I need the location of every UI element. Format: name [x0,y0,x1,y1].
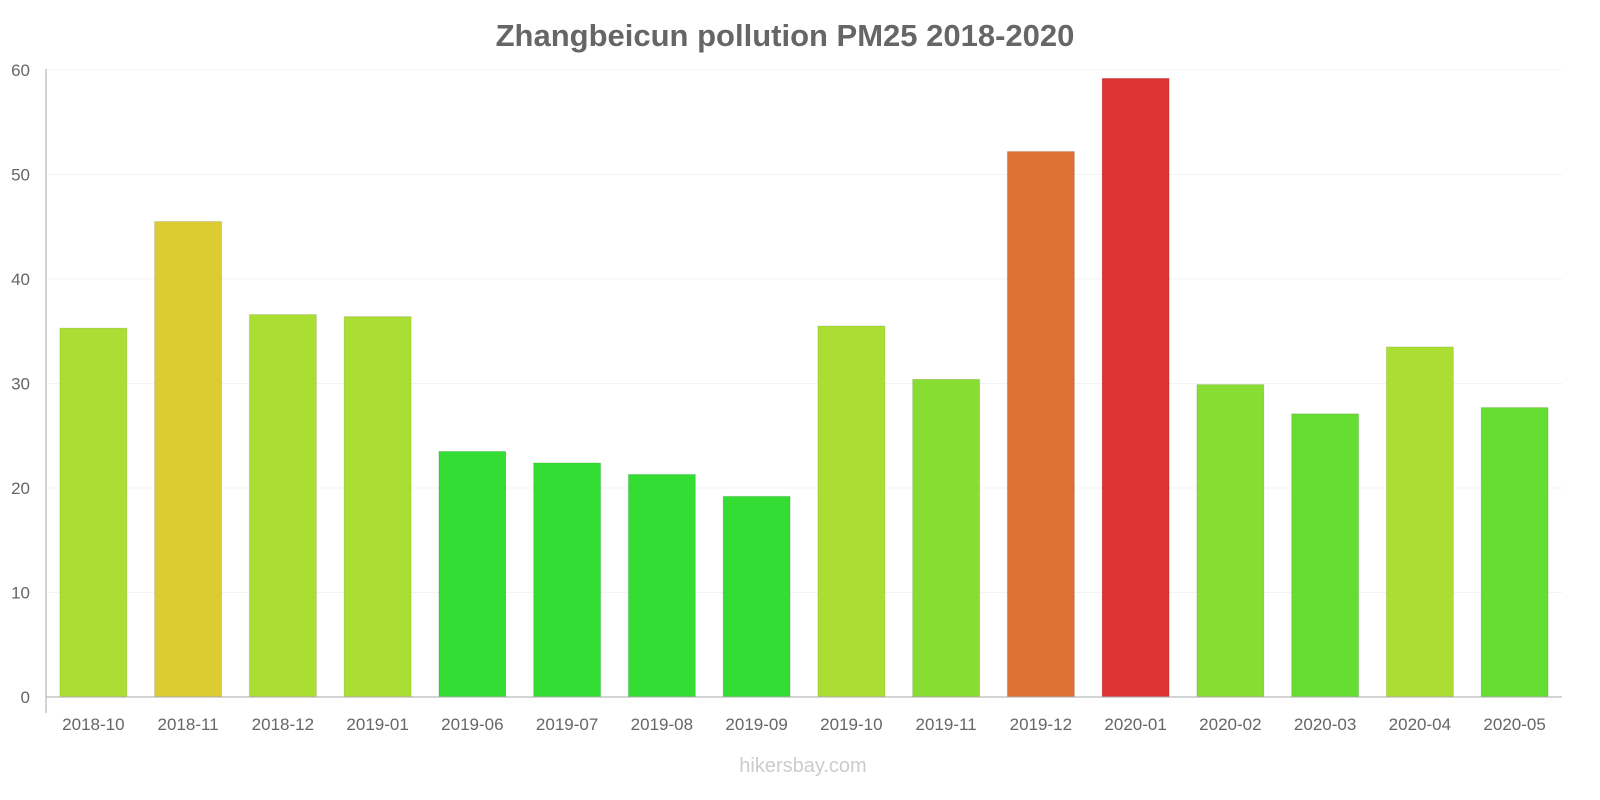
bar-2019-07[interactable] [533,462,602,698]
x-tick-label: 2018-11 [158,715,219,734]
x-tick-label: 2019-12 [1010,715,1072,734]
x-tick-label: 2019-10 [820,715,882,734]
x-tick-label: 2019-08 [631,715,693,734]
y-tick-label: 60 [11,61,30,80]
y-tick-label: 50 [11,166,30,185]
bar-2019-01[interactable] [343,316,412,698]
bar-2019-06[interactable] [438,450,507,698]
x-tick-label: 2019-01 [346,715,408,734]
y-tick-label: 30 [11,375,30,394]
y-tick-label: 10 [11,584,30,603]
y-tick-label: 20 [11,479,30,498]
x-tick-label: 2019-11 [916,715,977,734]
x-tick-label: 2020-03 [1294,715,1356,734]
bar-2020-04[interactable] [1385,346,1454,698]
x-tick-label: 2020-01 [1104,715,1166,734]
x-tick-label: 2019-07 [536,715,598,734]
x-tick-label: 2020-02 [1199,715,1261,734]
chart-title: Zhangbeicun pollution PM25 2018-2020 [496,18,1075,53]
bar-2019-11[interactable] [912,378,981,698]
y-tick-label: 40 [11,270,30,289]
bar-2019-09[interactable] [722,495,791,698]
bar-2018-10[interactable] [59,327,128,698]
bar-2020-02[interactable] [1196,384,1265,698]
watermark: hikersbay.com [739,755,866,777]
bar-2019-12[interactable] [1006,151,1075,698]
bar-2019-08[interactable] [627,473,696,698]
x-tick-label: 2019-09 [725,715,787,734]
bar-2020-05[interactable] [1480,407,1549,698]
bar-2019-10[interactable] [817,325,886,698]
y-tick-label: 0 [21,688,30,707]
bar-2020-03[interactable] [1291,413,1360,698]
x-tick-label: 2018-12 [252,715,314,734]
bar-2018-11[interactable] [154,221,223,698]
x-tick-label: 2019-06 [441,715,503,734]
x-tick-label: 2020-04 [1389,715,1451,734]
bar-2020-01[interactable] [1101,77,1170,698]
x-tick-label: 2018-10 [62,715,124,734]
bar-2018-12[interactable] [248,314,317,698]
x-tick-label: 2020-05 [1483,715,1545,734]
